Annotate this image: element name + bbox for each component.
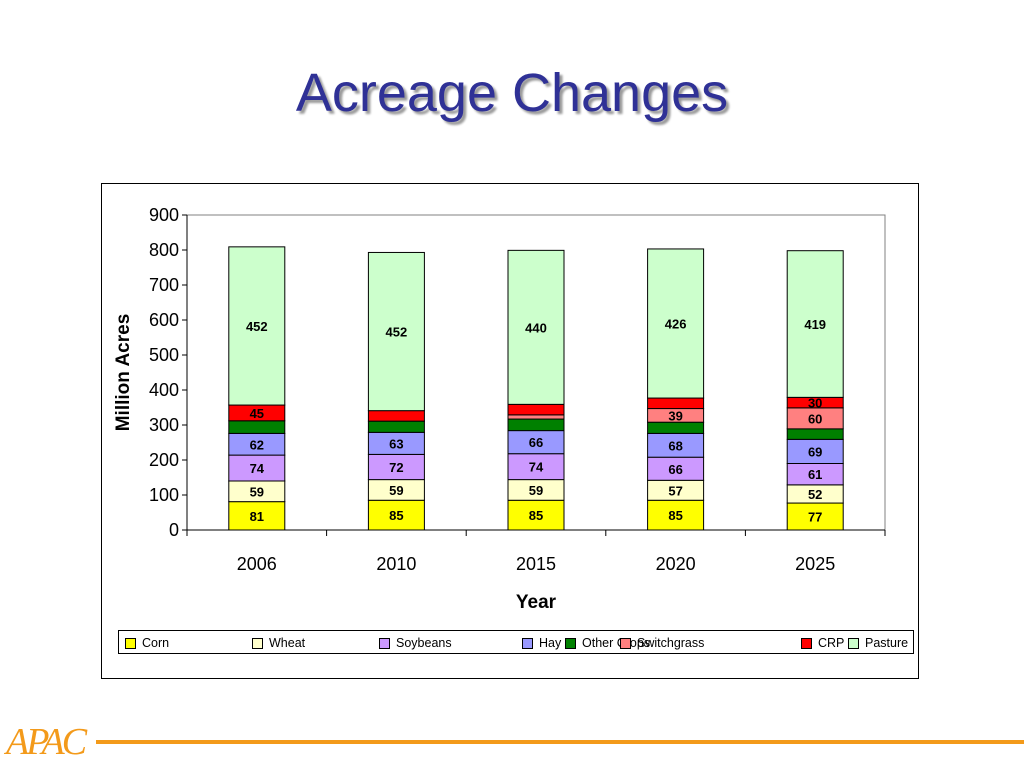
bar-segment [647, 499, 705, 531]
bar-data-label: 59 [389, 483, 403, 498]
legend-swatch [252, 637, 263, 649]
legend-swatch [379, 637, 390, 649]
bar-segment [647, 421, 705, 434]
y-tick-label: 900 [149, 205, 179, 225]
bar-segment [786, 502, 844, 531]
x-tick-label: 2015 [516, 554, 556, 574]
legend-swatch [620, 637, 631, 649]
bar-segment [786, 428, 844, 440]
legend-label: Switchgrass [637, 636, 705, 650]
bar-segment [367, 410, 425, 422]
bar-data-label: 30 [808, 396, 822, 411]
x-tick-label: 2010 [376, 554, 416, 574]
chart-frame: 0 100 200 300 400 500 600 700 800 900 81 59 74 62 45 45… [101, 183, 919, 679]
legend-label: Wheat [269, 636, 306, 650]
bar-segment [786, 438, 844, 465]
bar-segment [647, 397, 705, 410]
legend-label: Other Crops [582, 636, 651, 650]
legend-label: Hay [539, 636, 562, 650]
legend-swatch [565, 637, 576, 649]
chart-legend: Corn Wheat Soybeans Hay Other Crops Switchgra… [118, 630, 914, 654]
bar-segment [507, 453, 565, 481]
bar-data-label: 85 [668, 508, 682, 523]
bar-data-label: 77 [808, 510, 822, 525]
y-axis-title: Million Acres [113, 314, 134, 432]
bar-data-label: 60 [808, 411, 822, 426]
y-tick-label: 500 [149, 345, 179, 365]
legend-item: CRP [801, 635, 844, 651]
legend-label: CRP [818, 636, 845, 650]
bar-segment [507, 414, 565, 420]
bar-segment [507, 249, 565, 405]
bar-data-label: 57 [668, 483, 682, 498]
y-tick-label: 100 [149, 485, 179, 505]
legend-label: Soybeans [396, 636, 452, 650]
bar-data-label: 72 [389, 460, 403, 475]
bar-data-label: 419 [804, 317, 826, 332]
x-tick-label: 2006 [237, 554, 277, 574]
bar-data-label: 68 [668, 438, 682, 453]
bar-data-label: 74 [529, 460, 544, 475]
legend-item: Switchgrass [620, 635, 704, 651]
legend-swatch [125, 637, 136, 649]
bar-data-label: 45 [250, 406, 264, 421]
bar-data-label: 62 [250, 437, 264, 452]
legend-swatch [848, 637, 859, 649]
bar-data-label: 61 [808, 467, 822, 482]
bar-data-label: 59 [529, 483, 543, 498]
legend-swatch [801, 637, 812, 649]
bar-data-label: 81 [250, 509, 264, 524]
x-axis-title: Year [516, 592, 557, 613]
bar-data-label: 426 [665, 317, 687, 332]
bar-data-label: 85 [529, 508, 543, 523]
y-tick-label: 800 [149, 240, 179, 260]
bar-data-label: 63 [389, 436, 403, 451]
bar-data-label: 85 [389, 508, 403, 523]
bar-data-label: 74 [250, 461, 265, 476]
bar-data-label: 66 [529, 435, 543, 450]
bar-data-label: 69 [808, 444, 822, 459]
apac-logo: APAC [6, 721, 87, 763]
legend-item: Other Crops [565, 635, 650, 651]
legend-item: Soybeans [379, 635, 452, 651]
bar-segment [507, 403, 565, 416]
bar-segment [228, 246, 286, 406]
bar-data-label: 52 [808, 487, 822, 502]
x-tick-label: 2020 [656, 554, 696, 574]
bar-data-label: 452 [386, 325, 408, 340]
bar-segment [228, 420, 286, 434]
bar-data-label: 39 [668, 408, 682, 423]
bar-data-label: 452 [246, 319, 268, 334]
bar-data-label: 66 [668, 462, 682, 477]
legend-swatch [522, 637, 533, 649]
y-tick-label: 200 [149, 450, 179, 470]
y-tick-label: 700 [149, 275, 179, 295]
y-tick-label: 400 [149, 380, 179, 400]
legend-label: Corn [142, 636, 170, 650]
footer-accent-line [96, 740, 1024, 744]
bar-data-label: 59 [250, 484, 264, 499]
bar-segment [367, 453, 425, 481]
stacked-bar-chart: 0 100 200 300 400 500 600 700 800 900 81 59 74 62 45 45… [113, 205, 886, 613]
legend-item: Corn [125, 635, 169, 651]
bar-segment [786, 250, 844, 398]
bar-segment [367, 251, 425, 412]
slide-title: Acreage Changes [295, 63, 729, 123]
legend-item: Hay [522, 635, 561, 651]
legend-item: Pasture [848, 635, 908, 651]
bar-segment [507, 418, 565, 432]
legend-item: Wheat [252, 635, 305, 651]
legend-label: Pasture [865, 636, 909, 650]
x-tick-label: 2025 [795, 554, 835, 574]
bar-segment [367, 420, 425, 433]
y-tick-label: 600 [149, 310, 179, 330]
y-tick-label: 300 [149, 415, 179, 435]
bar-segment [647, 248, 705, 399]
bar-data-label: 440 [525, 320, 547, 335]
y-tick-label: 0 [169, 520, 179, 540]
